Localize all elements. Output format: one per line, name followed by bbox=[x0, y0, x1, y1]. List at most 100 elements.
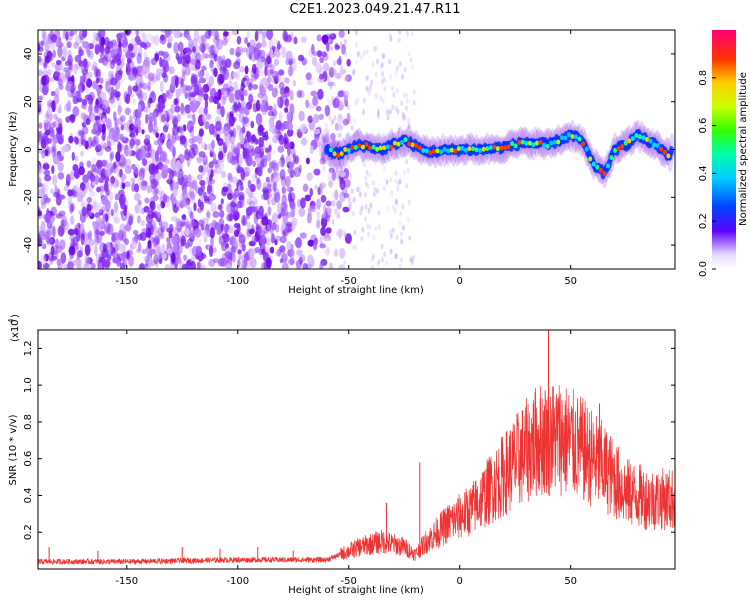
spectrogram-ridge-peak bbox=[499, 145, 504, 151]
spectrogram-noise-cell bbox=[213, 96, 220, 105]
spectrogram-noise-cell bbox=[49, 238, 54, 244]
spectrogram-faint-cell bbox=[364, 216, 368, 222]
spectrogram-noise-cell bbox=[49, 188, 54, 195]
spectrogram-noise-cell bbox=[318, 73, 324, 80]
snr-scale-close: ) bbox=[10, 314, 21, 318]
spectrogram-noise-cell bbox=[227, 81, 233, 88]
spectrogram-noise-cell bbox=[328, 66, 335, 78]
spectrogram-faint-cell bbox=[364, 76, 368, 82]
spectrogram-noise-cell bbox=[146, 184, 152, 194]
spectrogram-noise-cell bbox=[288, 65, 294, 77]
spectrogram-noise-cell bbox=[181, 177, 188, 188]
snr-scale-factor: (x10 4 ) bbox=[7, 314, 21, 342]
spectrogram-faint-cell bbox=[405, 158, 409, 165]
spectrogram-noise-cell bbox=[245, 105, 249, 117]
spectrogram-faint-cell bbox=[344, 232, 347, 238]
spectrogram-noise-cell bbox=[206, 209, 211, 221]
spectrogram-faint-cell bbox=[360, 235, 364, 242]
spectrogram-noise-cell bbox=[298, 207, 306, 217]
spectrogram-noise-cell bbox=[328, 262, 334, 269]
spectrogram-faint-cell bbox=[391, 104, 395, 111]
spectrogram-faint-cell bbox=[340, 198, 344, 204]
spectrogram-noise-cell bbox=[195, 237, 202, 248]
spectrogram-noise-cell bbox=[192, 46, 197, 53]
spectrogram-noise-cell bbox=[261, 248, 266, 256]
spectrogram-noise-cell bbox=[113, 89, 118, 98]
spectrogram-noise-cell bbox=[243, 171, 250, 177]
spectrogram-noise-cell bbox=[261, 77, 268, 84]
spectrogram-noise-cell bbox=[188, 213, 196, 220]
spectrogram-faint-cell bbox=[402, 115, 405, 122]
spectrogram-faint-cell bbox=[388, 108, 392, 115]
spectrogram-faint-cell bbox=[340, 64, 343, 71]
spectrogram-noise-cell bbox=[38, 95, 42, 102]
spectrogram-ridge-peak bbox=[534, 140, 539, 146]
spectrogram-noise-cell bbox=[106, 135, 111, 146]
spectrogram-noise-cell bbox=[51, 129, 55, 141]
spectrogram-noise-cell bbox=[168, 139, 175, 152]
spectrogram-noise-cell bbox=[153, 254, 159, 265]
spectrogram-faint-cell bbox=[367, 90, 371, 97]
spectrogram-noise-cell bbox=[330, 200, 338, 208]
spectrogram-noise-cell bbox=[108, 96, 116, 104]
spectrogram-noise-cell bbox=[322, 217, 328, 224]
spectrogram-noise-cell bbox=[75, 137, 79, 145]
spectrogram-noise-cell bbox=[224, 263, 232, 269]
spectrogram-noise-cell bbox=[216, 102, 221, 110]
spectrogram-noise-cell bbox=[155, 132, 160, 139]
spectrogram-noise-cell bbox=[277, 40, 281, 51]
spectrogram-ridge-peak bbox=[510, 141, 515, 147]
spectrogram-noise-cell bbox=[270, 233, 276, 244]
spectrogram-noise-cell bbox=[321, 51, 327, 58]
spectrogram-noise-cell bbox=[53, 69, 59, 77]
spectrogram-ridge-core bbox=[668, 145, 674, 156]
spectrogram-ridge-peak bbox=[549, 140, 554, 146]
spectrogram-noise-cell bbox=[147, 81, 151, 90]
spectrogram-noise-cell bbox=[290, 201, 296, 211]
spectrogram-noise-cell bbox=[124, 144, 128, 151]
spectrogram-noise-cell bbox=[166, 198, 171, 209]
spectrogram-noise-cell bbox=[258, 57, 262, 67]
spectrogram-noise-cell bbox=[42, 60, 48, 70]
spectrogram-noise-cell bbox=[318, 114, 324, 120]
spectrogram-y-tick-label: 40 bbox=[23, 48, 34, 61]
spectrogram-noise-cell bbox=[289, 89, 294, 101]
spectrogram-ridge-peak bbox=[346, 147, 351, 153]
spectrogram-ridge-peak bbox=[375, 146, 380, 152]
spectrogram-faint-cell bbox=[403, 114, 406, 120]
spectrogram-noise-cell bbox=[85, 144, 90, 151]
spectrogram-noise-cell bbox=[83, 235, 88, 248]
spectrogram-noise-cell bbox=[213, 42, 220, 55]
spectrogram-noise-cell bbox=[175, 199, 181, 208]
spectrogram-faint-cell bbox=[345, 159, 349, 166]
spectrogram-noise-cell bbox=[79, 75, 84, 87]
spectrogram-faint-cell bbox=[338, 132, 342, 139]
spectrogram-faint-cell bbox=[377, 108, 380, 115]
spectrogram-noise-cell bbox=[128, 123, 135, 131]
spectrogram-noise-cell bbox=[75, 258, 83, 269]
spectrogram-noise-cell bbox=[38, 55, 42, 63]
spectrogram-noise-cell bbox=[343, 94, 348, 105]
spectrogram-noise-cell bbox=[54, 247, 61, 255]
spectrogram-ridge-peak bbox=[662, 149, 667, 155]
spectrogram-noise-cell bbox=[262, 182, 268, 191]
spectrogram-noise-cell bbox=[86, 210, 93, 217]
spectrogram-noise-cell bbox=[300, 36, 307, 43]
spectrogram-ridge-peak bbox=[474, 147, 479, 153]
spectrogram-noise-cell bbox=[220, 257, 227, 267]
spectrogram-noise-cell bbox=[269, 69, 275, 75]
spectrogram-noise-cell bbox=[180, 102, 185, 115]
spectrogram-faint-cell bbox=[383, 86, 387, 92]
spectrogram-noise-cell bbox=[188, 174, 195, 182]
spectrogram-noise-cell bbox=[174, 76, 179, 89]
spectrogram-faint-cell bbox=[362, 97, 366, 104]
spectrogram-noise-cell bbox=[274, 49, 281, 58]
spectrogram-noise-cell bbox=[309, 145, 314, 154]
spectrogram-noise-cell bbox=[179, 135, 187, 145]
spectrogram-noise-cell bbox=[81, 30, 88, 35]
spectrogram-noise-cell bbox=[229, 47, 235, 56]
spectrogram-noise-cell bbox=[41, 84, 49, 96]
spectrogram-noise-cell bbox=[199, 87, 205, 97]
spectrogram-noise-cell bbox=[98, 58, 105, 64]
spectrogram-faint-cell bbox=[398, 30, 402, 35]
